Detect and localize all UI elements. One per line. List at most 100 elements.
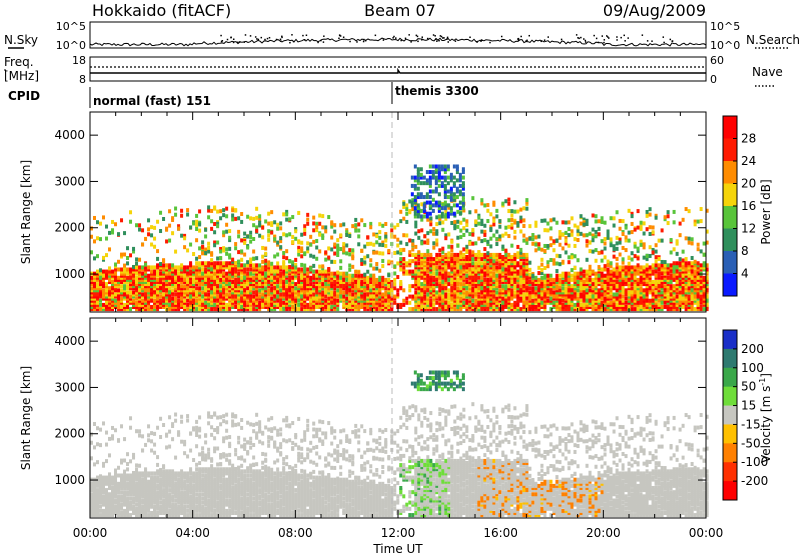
power-cell [129, 290, 133, 295]
power-cell [144, 282, 148, 287]
power-cell [183, 300, 187, 305]
power-cell [276, 273, 280, 278]
power-cell [423, 252, 427, 257]
power-cell [594, 284, 598, 289]
power-cell [690, 300, 694, 305]
power-cell [435, 294, 439, 299]
power-cell [486, 208, 490, 213]
power-cell [528, 286, 532, 291]
noise-search-dot [480, 39, 483, 41]
power-cell [450, 294, 454, 299]
power-cell [231, 284, 235, 289]
power-cell [516, 251, 520, 256]
power-cell [339, 277, 343, 282]
power-cell [279, 245, 283, 250]
power-cell [414, 252, 418, 257]
power-cell [660, 304, 664, 309]
power-cell [573, 271, 577, 276]
power-cell [90, 279, 93, 284]
power-cell [498, 234, 502, 239]
power-cell [501, 284, 505, 289]
power-cell [273, 284, 277, 289]
power-cell [606, 292, 610, 297]
power-cell [246, 273, 250, 278]
power-cell [402, 257, 406, 262]
power-cell [414, 284, 418, 289]
power-cell [633, 290, 637, 295]
power-cell [411, 242, 415, 247]
cpid-segment-2: themis 3300 [395, 84, 479, 98]
power-cell [567, 300, 571, 305]
power-cell [384, 277, 388, 282]
power-cell [291, 307, 295, 312]
power-cell [684, 277, 688, 282]
noise-search-dot [408, 34, 410, 36]
power-cell [405, 271, 409, 276]
power-cell [495, 279, 499, 284]
power-cell [435, 273, 439, 278]
power-cell [603, 220, 607, 225]
power-cell [657, 302, 661, 307]
power-cell [450, 307, 454, 312]
power-cell [549, 307, 553, 312]
power-cell [129, 253, 133, 258]
power-cell [315, 284, 319, 289]
power-cell [93, 302, 97, 307]
power-cell [483, 229, 487, 234]
power-cell [360, 218, 364, 223]
power-cell [135, 300, 139, 305]
power-cell [345, 296, 349, 301]
power-cell [210, 226, 214, 231]
power-cell [426, 300, 430, 305]
power-cell [645, 302, 649, 307]
power-cell [525, 302, 529, 307]
power-cell [441, 271, 445, 276]
power-cell [636, 304, 640, 309]
beam-label: Beam 07 [364, 1, 436, 20]
power-cell [240, 304, 244, 309]
power-cell [159, 275, 163, 280]
power-cell [192, 267, 196, 272]
power-cell [183, 265, 187, 270]
power-cell [630, 211, 634, 216]
power-cell [123, 263, 127, 268]
power-cell [165, 265, 169, 270]
power-cell [102, 284, 106, 289]
power-cell [282, 275, 286, 280]
power-cell [384, 290, 388, 295]
power-cell [228, 282, 232, 287]
power-cell [666, 279, 670, 284]
power-cell [642, 290, 646, 295]
power-cell [246, 294, 250, 299]
power-cell [573, 302, 577, 307]
power-cell [492, 275, 496, 280]
power-cell [369, 279, 373, 284]
power-cell [420, 296, 424, 301]
power-cell [348, 288, 352, 293]
power-cell [429, 282, 433, 287]
noise-search-dot [292, 40, 295, 43]
power-cell [261, 225, 265, 230]
power-cell [438, 273, 442, 278]
power-cell [504, 302, 508, 307]
power-cell [498, 284, 502, 289]
power-cell [255, 302, 259, 307]
power-cell [234, 269, 238, 274]
power-cell [210, 275, 214, 280]
power-cell [504, 259, 508, 264]
power-cell [237, 298, 241, 303]
power-cell [153, 304, 157, 309]
power-cell [192, 304, 196, 309]
power-cell [510, 263, 514, 268]
power-cell [591, 300, 595, 305]
power-cell [594, 258, 598, 263]
power-cell [249, 277, 253, 282]
power-cell [270, 221, 274, 226]
power-cell [666, 210, 670, 215]
power-cell [399, 209, 403, 214]
power-cell [615, 284, 619, 289]
power-cell [237, 267, 241, 272]
power-cell [105, 236, 109, 241]
power-cell [300, 307, 304, 312]
power-cell [318, 286, 322, 291]
